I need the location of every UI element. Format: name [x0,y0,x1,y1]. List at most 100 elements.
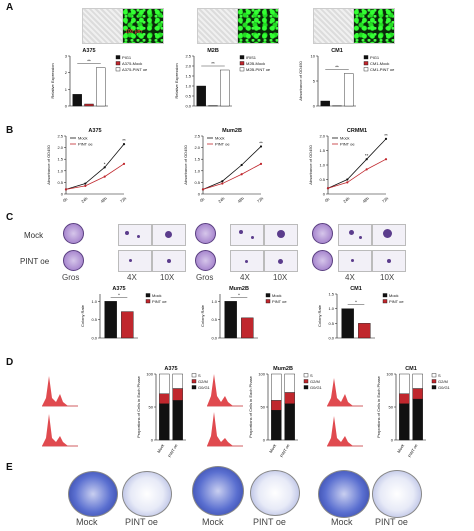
bar [358,323,371,339]
legend-swatch [115,61,121,66]
chart-title: CM1 [350,286,362,292]
y-tick-label: 0 [65,104,68,109]
stacked-bar-segment [284,373,295,393]
stacked-bar-segment [284,392,295,404]
y-tick-label: 0 [151,438,154,443]
chart-title: Mum2B [273,366,293,372]
colony-zoom-4x-a375-pint [118,250,152,272]
bar [241,317,254,339]
legend-label: PINT oe [389,299,404,304]
colony-zoom-4x-a375-mock [118,224,152,246]
y-tick-label: 2.0 [319,134,325,139]
series-line [202,163,262,190]
plate-group3-pint [372,470,422,518]
significance-marker: * [118,292,120,297]
col-label-gros-2: Gros [196,273,214,282]
colony-dish-cm1-mock [312,223,333,244]
legend-label: G0/G1 [198,385,211,390]
bar [72,94,82,107]
legend-swatch [145,299,151,304]
y-tick-label: 1.5 [328,292,334,297]
data-point [221,180,224,183]
colony-dish-a375-mock [63,223,84,244]
colony-zoom-10x-a375-pint [152,250,186,272]
y-axis-label: Proportions of Cells in Each Phase [248,375,253,438]
colony-zoom-10x-cm1-pint [372,250,406,272]
legend-swatch [382,299,388,304]
micrograph-fluorescence-a375 [122,8,164,44]
x-tick-label: Mock [268,443,277,454]
y-tick-label: 0.5 [91,317,97,322]
legend-swatch [239,67,245,72]
y-tick-label: 0.0 [211,336,217,341]
series-line [65,143,125,190]
significance-marker: ** [335,65,339,70]
y-tick-label: 10 [311,54,316,59]
data-point [346,181,349,184]
micrograph-fluorescence-m2b [237,8,279,44]
chart-0: A375 0 1 2 3 Relative Expression PIG1A375-Mock… [50,48,148,109]
plate-group1-mock [68,471,118,517]
y-axis-label: Colony Rate [317,304,322,327]
bar [341,308,354,339]
colony-zoom-10x-cm1-mock [372,224,406,246]
panel-letter-d: D [6,357,14,368]
legend-swatch [115,67,121,72]
y-tick-label: 0 [313,104,316,109]
legend-label: Mock [389,293,399,298]
significance-marker: ** [384,133,388,138]
legend-swatch [431,379,437,384]
y-tick-label: 100 [146,372,153,377]
chart-title: CRMM1 [347,128,367,134]
chart-title: Mum2B [222,128,242,134]
bar [84,103,94,107]
y-axis-label: Absorbance of OD450 [183,144,188,184]
colony-dish-mum2b-pint [195,250,216,271]
y-tick-label: 1 [65,87,68,92]
x-tick-label: 0h [199,197,206,204]
y-tick-label: 1.0 [91,299,97,304]
legend-label: PIG1 [370,55,380,60]
data-point [365,168,368,171]
plate-label-pint-2: PINT oe [253,517,286,527]
data-point [384,158,388,161]
col-label-4x-3: 4X [345,273,355,282]
colony-row-label-pint: PINT oe [20,257,50,266]
y-tick-label: 2.5 [194,134,200,139]
significance-marker: ** [122,138,126,143]
legend-label: CM1-PINT oe [370,67,395,72]
y-axis-label: Absorbance of OD450 [46,144,51,184]
y-tick-label: 1.0 [57,168,63,173]
y-tick-label: 1.5 [185,74,191,79]
stacked-bar-segment [399,403,410,441]
stacked-bar-segment [271,410,282,441]
data-point [201,188,205,191]
y-tick-label: 100 [258,372,265,377]
data-point [84,184,87,187]
chart-title: CM1 [331,48,343,54]
y-tick-label: 0.0 [185,104,191,109]
legend-swatch [363,61,369,66]
data-point [365,158,368,161]
legend-label: PINT oe [152,299,167,304]
plate-group1-pint [122,471,172,517]
chart-title: Mum2B [229,286,249,292]
chart-title: M2B [207,48,219,54]
legend-swatch [303,373,309,378]
plate-label-mock-2: Mock [202,517,224,527]
y-tick-label: 1.5 [57,157,63,162]
chart-3: A375 0 0.5 1.0 1.5 2.0 2.5 Absorbance of OD450 0… [46,128,127,204]
legend-swatch [239,61,245,66]
legend-label: PINT oe [78,142,93,147]
significance-marker: * [355,300,357,305]
y-axis-label: Absorbance of OD450 [298,60,303,100]
legend-swatch [265,299,271,304]
legend-label: G0/G1 [438,385,451,390]
y-tick-label: 0.5 [194,180,200,185]
flow-histograms-cm1 [327,378,363,447]
data-point [122,162,126,165]
series-line [327,138,387,189]
panel-letter-e: E [6,462,13,473]
